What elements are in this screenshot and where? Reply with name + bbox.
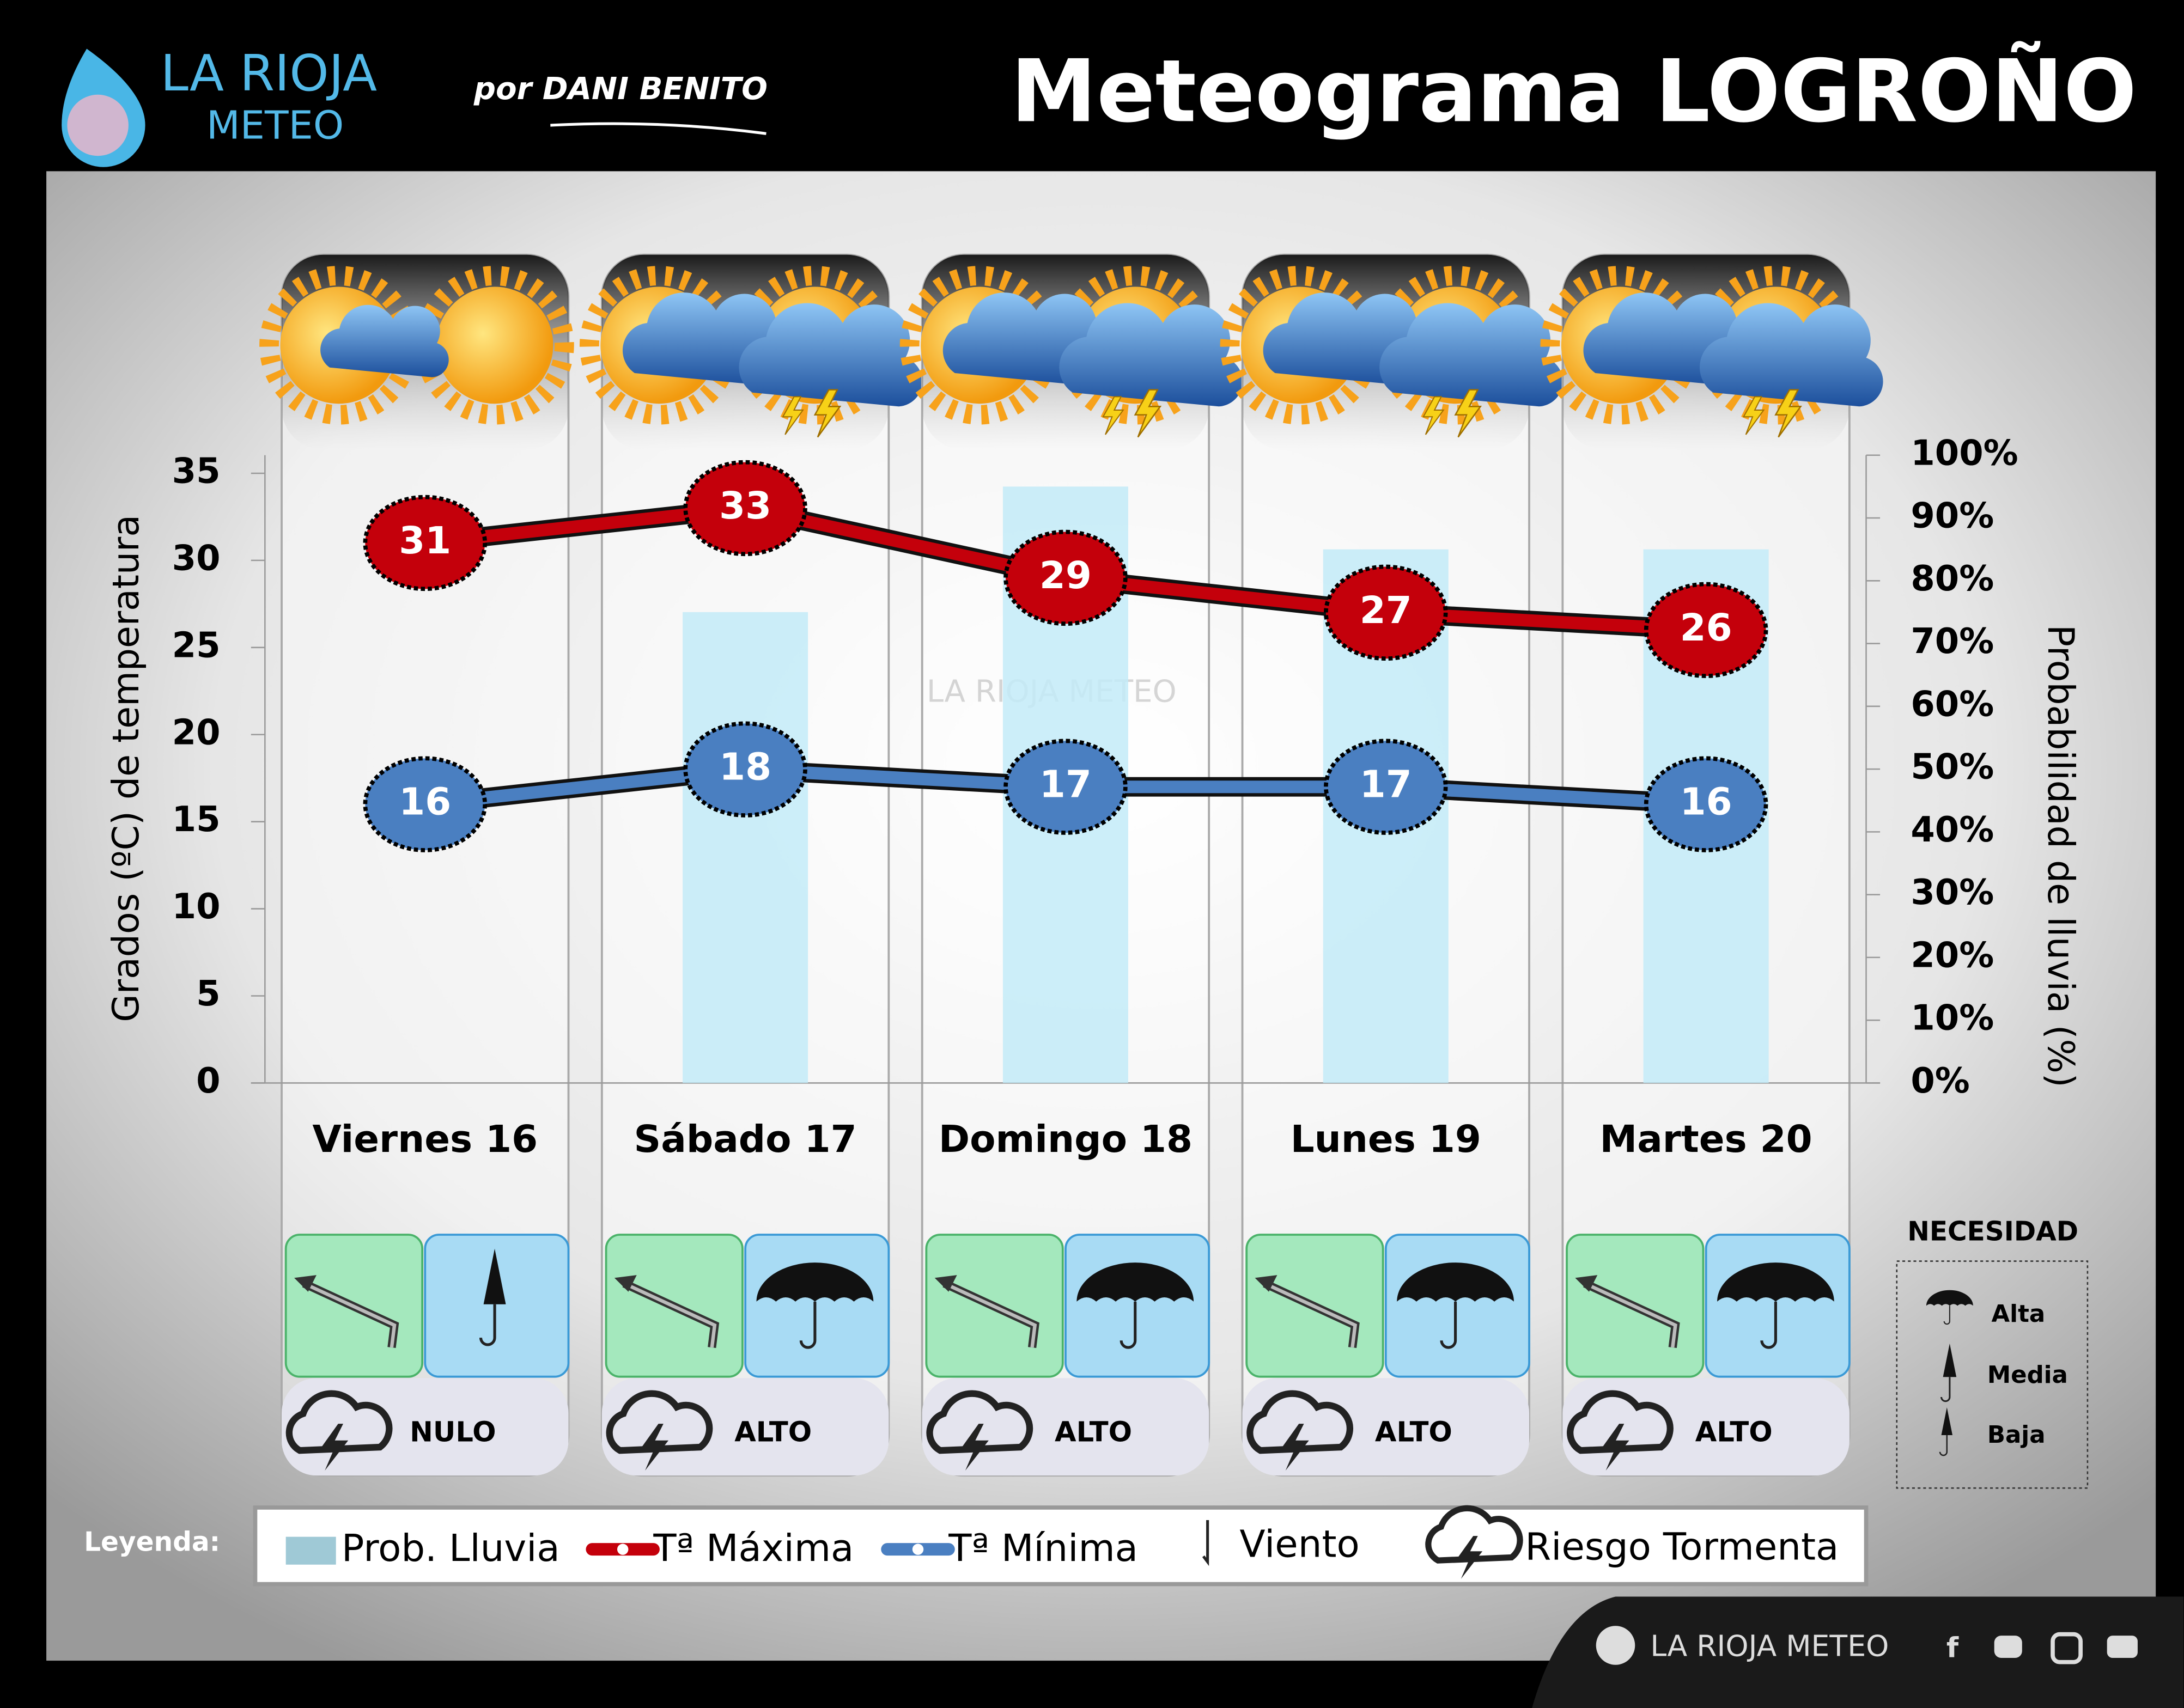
- temp-point: [363, 495, 487, 591]
- social-icon[interactable]: [1994, 1636, 2022, 1658]
- temp-point: [1003, 529, 1128, 626]
- legend-box: [253, 1505, 1869, 1587]
- necesidad-item: Baja: [1987, 1422, 2046, 1449]
- temp-label: 17: [1039, 763, 1092, 807]
- necesidad-item: Media: [1987, 1362, 2068, 1389]
- y2-tick-label: 100%: [1911, 433, 2018, 473]
- rain-bar: [683, 612, 808, 1083]
- y2-axis-title: Probabilidad de lluvia (%): [2040, 625, 2082, 1088]
- legend-label: Tª Máxima: [653, 1527, 854, 1570]
- legend-label: Riesgo Tormenta: [1525, 1526, 1839, 1569]
- y-tick-label: 0: [196, 1061, 220, 1101]
- temp-label: 33: [719, 484, 771, 528]
- y2-tick-label: 20%: [1911, 935, 1994, 975]
- temp-point: [1644, 582, 1768, 679]
- temp-point: [1324, 739, 1448, 835]
- footer-logo: [1596, 1626, 1635, 1665]
- y-tick-label: 5: [196, 974, 220, 1014]
- y-tick-label: 35: [172, 452, 221, 492]
- y-tick-label: 20: [172, 712, 221, 753]
- storm-risk: ALTO: [1055, 1417, 1132, 1449]
- y2-tick-label: 90%: [1911, 496, 1994, 536]
- social-icon[interactable]: f: [1946, 1632, 1959, 1664]
- legend-title: Leyenda:: [84, 1527, 220, 1557]
- y-tick-label: 25: [172, 625, 221, 666]
- day-label: Lunes 19: [1291, 1118, 1481, 1161]
- temp-label: 16: [1680, 780, 1732, 824]
- footer-brand: LA RIOJA METEO: [1650, 1629, 1889, 1663]
- temp-label: 17: [1360, 763, 1412, 807]
- legend: Prob. Lluvia Tª Máxima Tª Mínima: [285, 1527, 1138, 1570]
- temp-point: [1644, 756, 1768, 852]
- legend-label: Tª Mínima: [948, 1527, 1138, 1570]
- storm-risk: ALTO: [1375, 1417, 1452, 1449]
- necesidad-box: [1896, 1260, 2089, 1489]
- legend-wind: [1202, 1520, 1209, 1566]
- rain-box: [1064, 1234, 1210, 1378]
- logo-text: METEO: [206, 103, 344, 148]
- temp-label: 31: [399, 519, 451, 563]
- title: Meteograma LOGROÑO: [1011, 40, 2137, 142]
- temp-label: 18: [719, 746, 771, 789]
- y2-tick-label: 70%: [1911, 621, 1994, 662]
- temp-label: 26: [1680, 606, 1732, 650]
- y-tick-label: 15: [172, 800, 221, 840]
- storm-risk: ALTO: [1695, 1417, 1773, 1449]
- y-tick-label: 30: [172, 538, 221, 578]
- legend-label: Prob. Lluvia: [342, 1527, 560, 1570]
- necesidad-item: Alta: [1992, 1301, 2046, 1328]
- day-label: Martes 20: [1600, 1118, 1812, 1161]
- legend-dot: [617, 1544, 629, 1555]
- logo-text: LA RIOJA: [161, 44, 378, 102]
- y2-tick-label: 0%: [1911, 1061, 1969, 1101]
- y-tick-label: 10: [172, 887, 221, 927]
- author: por DANI BENITO: [473, 71, 768, 107]
- day-label: Sábado 17: [634, 1118, 857, 1161]
- legend-label: Viento: [1239, 1523, 1359, 1566]
- y2-tick-label: 60%: [1911, 684, 1994, 724]
- legend-swatch: [285, 1536, 336, 1565]
- rain-box: [1705, 1234, 1851, 1378]
- plot: 0 5 10 15 20 25 30 35 0% 10% 20% 30% 40% 50% 60% 70% 80%…: [172, 433, 2018, 1101]
- day-label: Domingo 18: [939, 1118, 1193, 1161]
- legend-dot: [912, 1544, 924, 1555]
- y2-tick-label: 40%: [1911, 810, 1994, 850]
- temp-point: [1324, 564, 1448, 661]
- y2-tick-label: 30%: [1911, 873, 1994, 913]
- y2-tick-label: 10%: [1911, 998, 1994, 1039]
- logo-dot: [67, 94, 129, 156]
- day-label: Viernes 16: [312, 1118, 538, 1161]
- temp-point: [683, 460, 807, 557]
- rain-box: [424, 1234, 570, 1378]
- social-icon[interactable]: [2051, 1632, 2083, 1664]
- rain-box: [744, 1234, 890, 1378]
- social-icon[interactable]: [2107, 1636, 2138, 1658]
- necesidad-title: NECESIDAD: [1907, 1216, 2078, 1247]
- storm-risk: NULO: [410, 1417, 496, 1449]
- signature: [550, 122, 766, 135]
- y-axis-title: Grados (ºC) de temperatura: [105, 515, 147, 1022]
- temp-label: 16: [399, 780, 451, 824]
- temp-label: 27: [1360, 589, 1412, 632]
- temp-point: [683, 721, 807, 818]
- footer-band: [1532, 1596, 2184, 1708]
- temp-point: [363, 756, 487, 852]
- temp-label: 29: [1039, 554, 1092, 597]
- storm-risk: ALTO: [734, 1417, 812, 1449]
- temp-point: [1003, 739, 1128, 835]
- y2-tick-label: 50%: [1911, 747, 1994, 788]
- y2-tick-label: 80%: [1911, 559, 1994, 599]
- rain-box: [1384, 1234, 1530, 1378]
